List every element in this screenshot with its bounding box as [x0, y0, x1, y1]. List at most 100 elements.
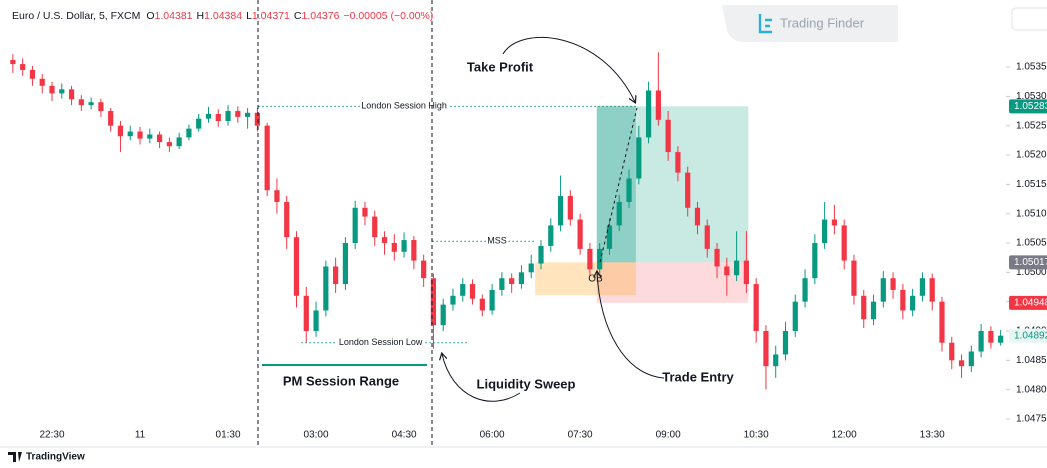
candle-body	[958, 360, 965, 367]
candle-body	[910, 295, 916, 311]
candle-body	[538, 245, 544, 264]
candle-body	[665, 119, 671, 153]
candle-body	[978, 330, 984, 352]
candle-body	[440, 304, 446, 326]
candle-body	[147, 134, 153, 139]
candle-body	[333, 266, 339, 285]
candle-body	[509, 278, 515, 285]
candle-body	[469, 284, 476, 299]
candle-body	[313, 310, 319, 331]
candle-body	[108, 111, 114, 126]
annotation: PM Session Range	[283, 373, 399, 388]
brand-logo	[8, 452, 22, 462]
candle-body	[861, 295, 867, 320]
level-label: London Session High	[361, 101, 447, 111]
ohlc-key: L	[246, 10, 252, 22]
candle-body	[176, 137, 182, 147]
x-tick-label: 11	[135, 430, 146, 441]
candle-body	[489, 289, 495, 311]
arrow	[599, 107, 638, 263]
candle-body	[606, 225, 613, 249]
candle-body	[929, 278, 935, 302]
candle-body	[499, 278, 505, 290]
candle-body	[352, 207, 358, 243]
candle-body	[548, 225, 554, 246]
candle-body	[851, 260, 857, 296]
candle-body	[20, 64, 26, 70]
candle-body	[127, 131, 133, 137]
level-label: London Session Low	[339, 337, 423, 347]
candle-body	[460, 284, 466, 296]
candle-body	[362, 207, 368, 217]
x-tick-label: 04:30	[392, 430, 417, 441]
candle-body	[29, 69, 36, 79]
candle-body	[264, 125, 270, 191]
price-tag-label: 1.04948	[1014, 297, 1047, 308]
candle-body	[254, 112, 260, 126]
candle-body	[78, 99, 84, 106]
toolbar-box	[1011, 7, 1047, 31]
y-tick-label: 1.05200	[1016, 150, 1047, 161]
y-tick-label: 1.05050	[1016, 238, 1047, 249]
candle-body	[841, 225, 847, 261]
y-tick-label: 1.04750	[1016, 414, 1047, 425]
candle-body	[10, 59, 16, 65]
candle-body	[225, 111, 231, 121]
candle-body	[245, 112, 251, 117]
candle-body	[401, 240, 407, 252]
x-tick-label: 10:30	[744, 430, 769, 441]
candle-body	[391, 242, 397, 252]
candle-body	[68, 89, 75, 100]
candle-body	[626, 178, 632, 202]
candle-body	[880, 278, 886, 302]
candle-body	[342, 242, 348, 285]
change: −0.00005 (−0.00%)	[343, 10, 433, 22]
candle-body	[117, 125, 124, 137]
watermark: Trading Finder	[780, 15, 865, 30]
candle-body	[557, 196, 564, 226]
loss-zone	[596, 262, 749, 303]
candle-body	[998, 335, 1004, 343]
candle-body	[323, 266, 329, 311]
candle-body	[734, 260, 740, 276]
candle-body	[812, 242, 818, 279]
candle-body	[597, 248, 603, 270]
candle-body	[763, 330, 769, 367]
symbol: Euro / U.S. Dollar, 5, FXCM	[12, 10, 140, 22]
candle-body	[303, 295, 309, 331]
candle-body	[577, 219, 583, 249]
price-tag-label: 1.04892	[1014, 330, 1047, 341]
candle-body	[939, 301, 945, 343]
candle-body	[988, 330, 994, 343]
price-tag-label: 1.05283	[1014, 101, 1047, 112]
y-tick-label: 1.04800	[1016, 384, 1047, 395]
y-tick-label: 1.05350	[1016, 62, 1047, 73]
candle-body	[949, 342, 955, 361]
y-tick-label: 1.05300	[1016, 91, 1047, 102]
candle-body	[284, 201, 290, 238]
y-tick-label: 1.05100	[1016, 208, 1047, 219]
candle-body	[782, 330, 789, 355]
annotation: Liquidity Sweep	[477, 376, 576, 391]
candle-body	[645, 90, 652, 138]
price-tag-label: 1.05017	[1014, 257, 1047, 268]
x-tick-label: 06:00	[480, 430, 505, 441]
candle-body	[616, 201, 622, 226]
candle-body	[567, 196, 573, 220]
candle-body	[528, 263, 534, 273]
candle-body	[968, 351, 974, 367]
candle-body	[215, 113, 221, 121]
candle-body	[186, 128, 192, 138]
candle-body	[900, 289, 906, 311]
candle-body	[636, 137, 642, 179]
profit-zone	[596, 106, 749, 263]
ohlc-value: 1.04371	[252, 10, 290, 22]
logo	[758, 14, 772, 34]
candle-body	[587, 248, 593, 270]
candle-body	[743, 260, 749, 285]
candle-body	[166, 142, 172, 147]
candle-body	[518, 272, 525, 285]
header: Euro / U.S. Dollar, 5, FXCM O1.04381 H1.04…	[12, 10, 433, 22]
y-tick-label: 1.05150	[1016, 179, 1047, 190]
